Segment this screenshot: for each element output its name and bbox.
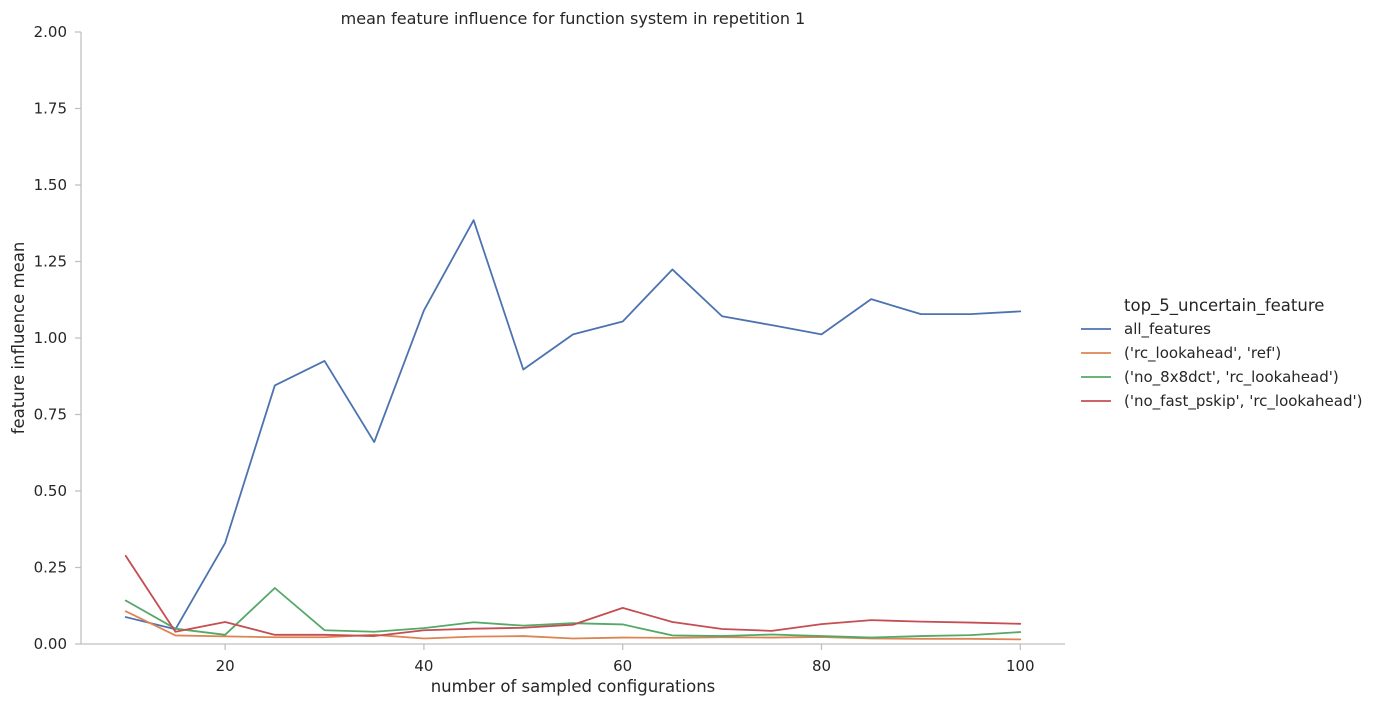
y-tick-label: 2.00 (34, 23, 67, 41)
y-tick-label: 1.75 (34, 100, 67, 118)
legend-entry-label: ('rc_lookahead', 'ref') (1124, 344, 1281, 363)
chart-title: mean feature influence for function syst… (341, 9, 806, 28)
y-axis-title: feature influence mean (9, 242, 28, 435)
series-line-3 (124, 554, 1022, 637)
y-tick-label: 0.25 (34, 559, 67, 577)
x-tick-label: 60 (613, 657, 632, 675)
legend-entry-label: ('no_fast_pskip', 'rc_lookahead') (1124, 392, 1362, 411)
x-tick-label: 100 (1006, 657, 1035, 675)
x-axis-ticks: 20 40 60 80 100 (216, 644, 1035, 675)
legend-title: top_5_uncertain_feature (1124, 296, 1324, 316)
legend: top_5_uncertain_feature all_features ('rc… (1081, 296, 1362, 411)
y-tick-label: 1.25 (34, 253, 67, 271)
y-tick-label: 0.50 (34, 482, 67, 500)
axes (80, 32, 1065, 645)
x-tick-label: 80 (812, 657, 831, 675)
x-tick-label: 20 (216, 657, 235, 675)
y-axis-ticks: 0.00 0.25 0.50 0.75 1.00 1.25 1.50 1.75 2.00 (34, 23, 81, 653)
x-tick-label: 40 (414, 657, 433, 675)
x-axis-title: number of sampled configurations (431, 677, 716, 696)
y-tick-label: 1.50 (34, 176, 67, 194)
y-tick-label: 0.00 (34, 635, 67, 653)
series-line-1 (124, 610, 1022, 641)
series-line-0 (124, 219, 1022, 631)
legend-entry-label: ('no_8x8dct', 'rc_lookahead') (1124, 368, 1339, 387)
y-tick-label: 1.00 (34, 329, 67, 347)
series-line-2 (124, 587, 1022, 639)
legend-entry-label: all_features (1124, 320, 1211, 339)
plot-area (124, 219, 1022, 641)
y-tick-label: 0.75 (34, 406, 67, 424)
